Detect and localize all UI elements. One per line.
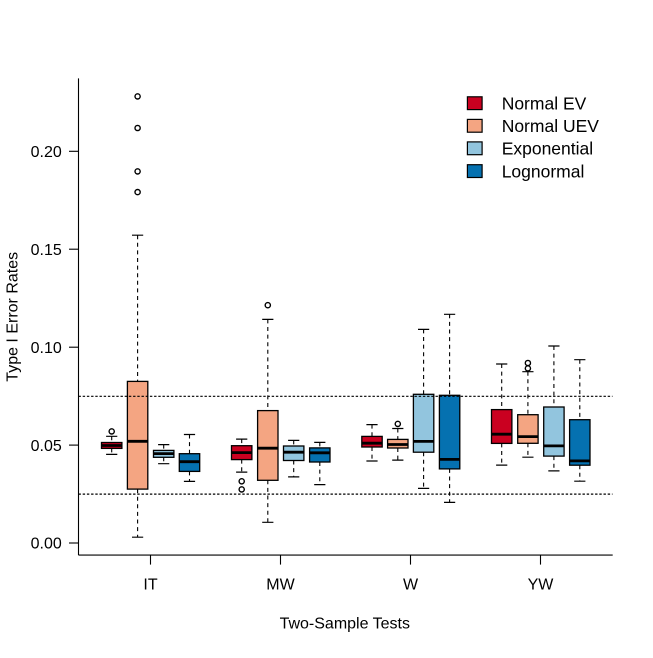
- svg-text:MW: MW: [266, 577, 295, 594]
- svg-text:YW: YW: [528, 577, 555, 594]
- svg-text:0.05: 0.05: [31, 438, 62, 455]
- svg-text:Normal UEV: Normal UEV: [502, 116, 600, 136]
- svg-text:0.20: 0.20: [31, 144, 62, 161]
- svg-text:Two-Sample Tests: Two-Sample Tests: [280, 615, 410, 632]
- svg-text:0.15: 0.15: [31, 242, 62, 259]
- svg-text:0.00: 0.00: [31, 536, 62, 553]
- svg-text:W: W: [403, 577, 419, 594]
- svg-text:Exponential: Exponential: [502, 139, 593, 159]
- svg-text:0.10: 0.10: [31, 340, 62, 357]
- svg-text:IT: IT: [143, 577, 157, 594]
- svg-text:Lognormal: Lognormal: [502, 161, 585, 181]
- svg-text:Normal EV: Normal EV: [502, 93, 587, 113]
- svg-text:Type I Error Rates: Type I Error Rates: [4, 252, 21, 382]
